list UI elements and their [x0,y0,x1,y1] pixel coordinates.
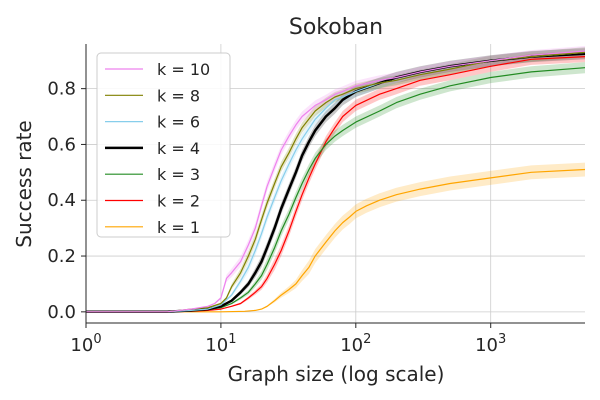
series-line-k1 [86,168,586,313]
x-tick-label: 102 [340,332,371,356]
legend-label: k = 8 [157,86,200,105]
x-tick-label: 100 [70,332,101,356]
series-line-k3 [86,67,586,313]
y-tick-label: 0.2 [47,246,76,267]
legend: k = 10 k = 8 k = 6 k = 4 k = 3 k = 2 k = 1 [96,52,231,238]
y-tick-labels: 0.0 0.2 0.4 0.6 0.8 [47,79,86,323]
x-tick-labels: 100 101 102 103 [70,323,506,356]
y-tick-label: 0.4 [47,190,76,211]
y-tick-label: 0.8 [47,79,76,100]
series-line-k10 [86,50,586,313]
x-axis-label: Graph size (log scale) [228,362,445,386]
legend-label: k = 2 [157,192,200,211]
y-axis-label: Success rate [12,120,36,248]
legend-label: k = 4 [157,139,200,158]
series-line-k8 [86,51,586,313]
y-tick-label: 0.6 [47,134,76,155]
chart-title: Sokoban [289,15,383,40]
series-lines [86,50,586,314]
legend-label: k = 6 [157,113,200,132]
x-tick-label: 103 [475,332,506,356]
legend-label: k = 3 [157,165,200,184]
legend-label: k = 1 [157,218,200,237]
y-tick-label: 0.0 [47,302,76,323]
x-tick-label: 101 [205,332,236,356]
confidence-band-k1 [86,162,585,312]
series-line-k2 [86,56,586,313]
legend-label: k = 10 [157,60,210,79]
legend-box [96,52,231,238]
